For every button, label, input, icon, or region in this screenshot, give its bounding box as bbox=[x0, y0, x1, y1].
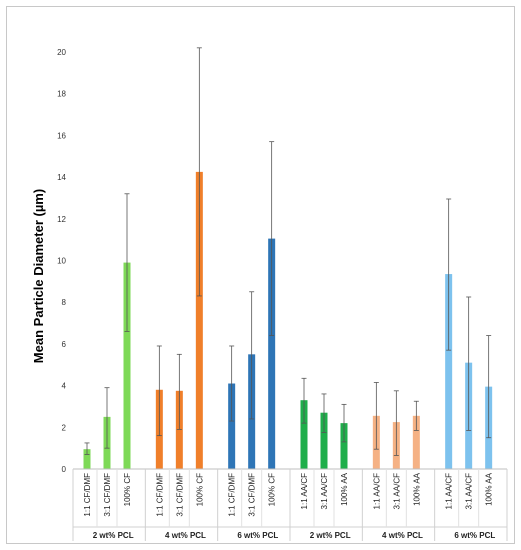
group-label: 4 wt% PCL bbox=[382, 531, 423, 540]
y-axis-title-group: Mean Particle Diameter (µm) bbox=[31, 189, 46, 363]
category-label: 100% AA bbox=[485, 472, 494, 506]
bar bbox=[340, 423, 348, 469]
bar bbox=[228, 383, 236, 469]
y-axis-title: Mean Particle Diameter (µm) bbox=[31, 189, 46, 363]
x-axis-layer bbox=[72, 468, 508, 541]
category-label: 100% AA bbox=[412, 472, 421, 506]
group-label: 2 wt% PCL bbox=[310, 531, 351, 540]
bars-layer bbox=[83, 171, 493, 469]
category-label: 100% AA bbox=[340, 472, 349, 506]
error-bars-layer bbox=[84, 47, 492, 456]
y-tick-label: 18 bbox=[57, 90, 66, 99]
chart-frame: Mean Particle Diameter (µm) 0 2 4 6 8 10 12 14 1… bbox=[6, 6, 515, 544]
bar bbox=[83, 449, 91, 469]
category-label: 3:1 AA/CF bbox=[465, 473, 474, 510]
category-labels-layer: 1:1 CF/DMF 3:1 CF/DMF 100% CF 2 wt% PCL 1:1 … bbox=[83, 472, 495, 540]
group-label: 6 wt% PCL bbox=[454, 531, 495, 540]
y-tick-label: 8 bbox=[62, 298, 67, 307]
bar bbox=[445, 274, 453, 469]
category-label: 3:1 CF/DMF bbox=[248, 473, 257, 517]
bar-chart: Mean Particle Diameter (µm) 0 2 4 6 8 10 12 14 1… bbox=[31, 47, 508, 541]
y-tick-label: 12 bbox=[57, 215, 66, 224]
category-label: 3:1 AA/CF bbox=[320, 473, 329, 510]
y-tick-label: 2 bbox=[62, 423, 67, 432]
bar bbox=[123, 262, 131, 469]
category-label: 1:1 AA/CF bbox=[300, 473, 309, 510]
group-label: 2 wt% PCL bbox=[93, 531, 134, 540]
category-label: 100% CF bbox=[268, 473, 277, 506]
y-tick-label: 6 bbox=[62, 340, 67, 349]
category-label: 3:1 AA/CF bbox=[392, 473, 401, 510]
category-label: 1:1 CF/DMF bbox=[155, 473, 164, 517]
group-label: 6 wt% PCL bbox=[237, 531, 278, 540]
y-tick-label: 10 bbox=[57, 257, 66, 266]
y-tick-label: 20 bbox=[57, 48, 66, 57]
category-label: 1:1 AA/CF bbox=[372, 473, 381, 510]
bar bbox=[300, 400, 308, 469]
category-label: 1:1 CF/DMF bbox=[83, 473, 92, 517]
category-label: 3:1 CF/DMF bbox=[175, 473, 184, 517]
category-label: 100% CF bbox=[195, 473, 204, 506]
y-tick-label: 16 bbox=[57, 131, 66, 140]
y-axis-ticks: 0 2 4 6 8 10 12 14 16 18 20 bbox=[57, 48, 66, 474]
y-tick-label: 0 bbox=[62, 465, 67, 474]
bar bbox=[320, 412, 328, 469]
category-label: 100% CF bbox=[123, 473, 132, 506]
bar bbox=[268, 238, 276, 469]
bar bbox=[175, 390, 183, 469]
bar bbox=[412, 415, 420, 469]
bar bbox=[195, 171, 203, 469]
y-tick-label: 4 bbox=[62, 382, 67, 391]
group-label: 4 wt% PCL bbox=[165, 531, 206, 540]
category-label: 1:1 CF/DMF bbox=[228, 473, 237, 517]
category-label: 3:1 CF/DMF bbox=[103, 473, 112, 517]
y-tick-label: 14 bbox=[57, 173, 66, 182]
category-label: 1:1 AA/CF bbox=[445, 473, 454, 510]
